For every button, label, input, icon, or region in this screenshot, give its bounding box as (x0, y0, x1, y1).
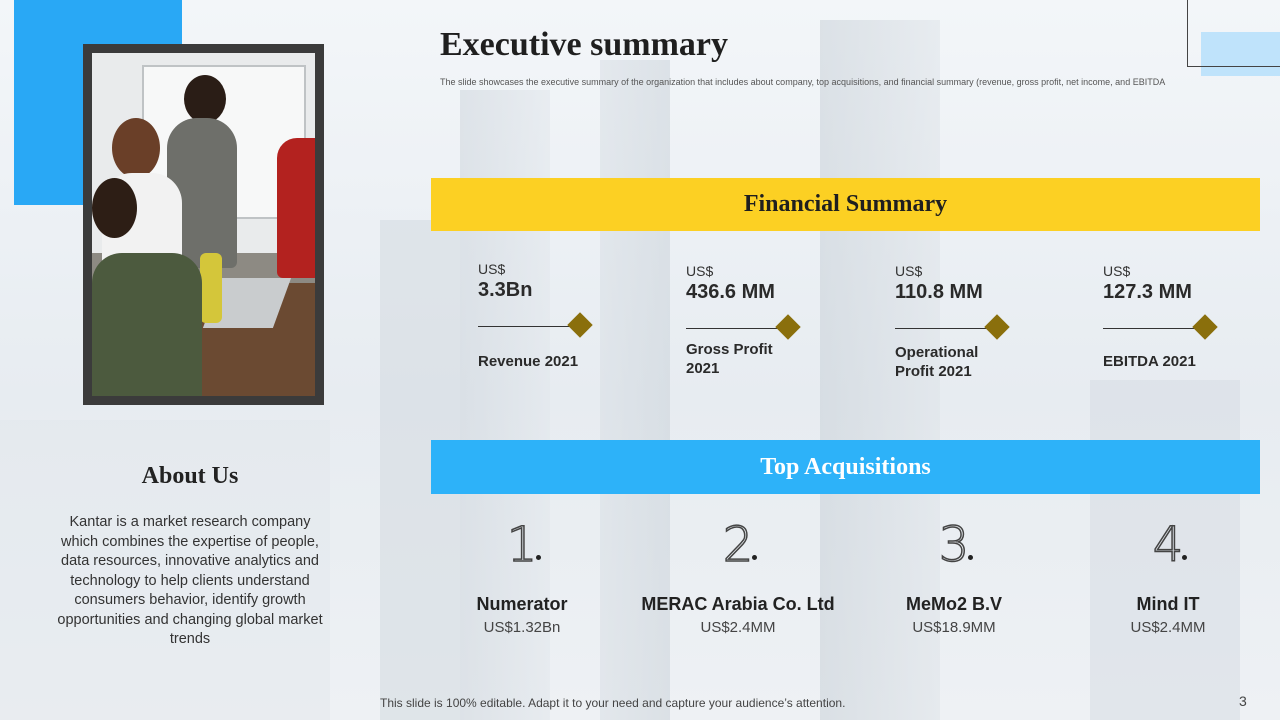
team-meeting-photo (92, 53, 315, 396)
metric-line (895, 328, 991, 329)
metric-ebitda: US$ 127.3 MM EBITDA 2021 (1103, 263, 1273, 370)
acquisition-item: 2 MERAC Arabia Co. Ltd US$2.4MM (628, 519, 848, 636)
metric-currency: US$ (686, 263, 714, 279)
metric-value: 436.6 MM (686, 281, 775, 303)
acquisition-name: MERAC Arabia Co. Ltd (641, 594, 835, 614)
metric-gross-profit: US$ 436.6 MM Gross Profit 2021 (686, 263, 856, 377)
metric-label: Gross Profit 2021 (686, 341, 773, 377)
metric-currency: US$ (478, 261, 506, 277)
building-shape (0, 420, 330, 720)
page-subtitle: The slide showcases the executive summar… (440, 77, 1166, 87)
financial-summary-header: Financial Summary (431, 178, 1260, 231)
page-number: 3 (1239, 693, 1247, 709)
corner-decoration (1201, 32, 1280, 76)
metric-label: Revenue 2021 (478, 353, 579, 370)
acquisition-item: 4 Mind IT US$2.4MM (1058, 519, 1278, 636)
acquisition-item: 3 MeMo2 B.V US$18.9MM (844, 519, 1064, 636)
acquisition-number: 2 (722, 519, 758, 571)
metric-revenue: US$ 3.3Bn Revenue 2021 (478, 261, 648, 370)
metric-operational-profit: US$ 110.8 MM Operational Profit 2021 (895, 263, 1065, 380)
metric-line (1103, 328, 1199, 329)
acquisition-number: 4 (1152, 519, 1188, 571)
acquisition-name: Mind IT (1136, 594, 1200, 614)
corner-outline (1187, 0, 1280, 67)
acquisition-item: 1 Numerator US$1.32Bn (412, 519, 632, 636)
top-acquisitions-header: Top Acquisitions (431, 440, 1260, 494)
footer-note: This slide is 100% editable. Adapt it to… (380, 696, 846, 710)
metric-value: 3.3Bn (478, 279, 533, 301)
metric-value: 110.8 MM (895, 281, 983, 303)
about-us-text: Kantar is a market research company whic… (57, 514, 323, 647)
about-us-title: About Us (141, 463, 239, 489)
building-shape (600, 60, 670, 720)
metric-currency: US$ (895, 263, 923, 279)
acquisition-amount: US$2.4MM (1130, 619, 1206, 636)
acquisition-number: 1 (506, 519, 542, 571)
acquisition-name: MeMo2 B.V (905, 594, 1002, 614)
page-title: Executive summary (440, 26, 729, 63)
building-shape (820, 20, 940, 720)
acquisition-amount: US$1.32Bn (483, 619, 561, 636)
metric-label: Operational Profit 2021 (895, 344, 979, 380)
metric-line (686, 328, 782, 329)
acquisition-number: 3 (938, 519, 974, 571)
acquisition-amount: US$2.4MM (700, 619, 776, 636)
acquisition-amount: US$18.9MM (912, 619, 996, 636)
metric-line (478, 326, 574, 327)
metric-label: EBITDA 2021 (1103, 353, 1196, 370)
metric-value: 127.3 MM (1103, 281, 1192, 303)
metric-currency: US$ (1103, 263, 1131, 279)
building-shape (1090, 380, 1240, 720)
acquisition-name: Numerator (476, 594, 568, 614)
